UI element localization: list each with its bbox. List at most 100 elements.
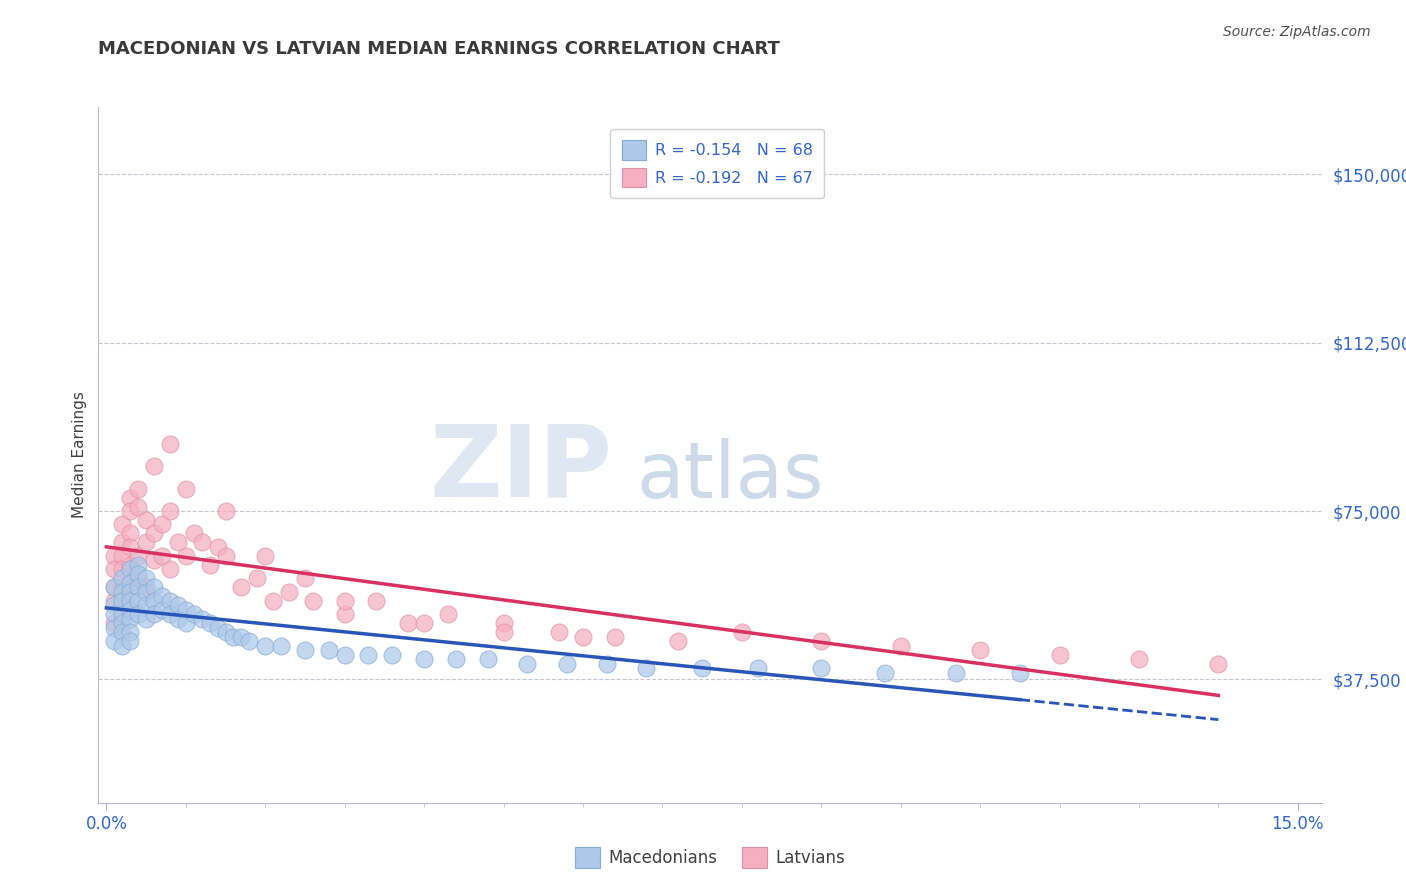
Point [111, 599, 134, 613]
Point [103, 562, 125, 576]
Point [135, 599, 157, 613]
Text: Source: ZipAtlas.com: Source: ZipAtlas.com [1223, 25, 1371, 39]
Point [111, 517, 134, 532]
Point [333, 648, 356, 662]
Point [231, 580, 253, 594]
Point [103, 634, 125, 648]
Point [1208, 657, 1230, 671]
Point [166, 612, 188, 626]
Point [111, 549, 134, 563]
Text: MACEDONIAN VS LATVIAN MEDIAN EARNINGS CORRELATION CHART: MACEDONIAN VS LATVIAN MEDIAN EARNINGS CO… [98, 40, 780, 58]
Point [190, 612, 212, 626]
Point [366, 594, 388, 608]
Y-axis label: Median Earnings: Median Earnings [72, 392, 87, 518]
Legend: Macedonians, Latvians: Macedonians, Latvians [568, 841, 852, 874]
Point [873, 665, 896, 680]
Point [246, 571, 269, 585]
Point [143, 459, 166, 474]
Point [174, 616, 197, 631]
Point [294, 571, 316, 585]
Point [120, 625, 142, 640]
Point [333, 594, 356, 608]
Point [603, 630, 626, 644]
Point [254, 639, 277, 653]
Point [207, 621, 229, 635]
Point [127, 594, 149, 608]
Point [120, 504, 142, 518]
Point [572, 630, 595, 644]
Point [174, 482, 197, 496]
Point [111, 571, 134, 585]
Point [555, 657, 578, 671]
Point [127, 558, 149, 572]
Point [207, 540, 229, 554]
Point [190, 535, 212, 549]
Point [120, 562, 142, 576]
Point [690, 661, 713, 675]
Point [198, 558, 221, 572]
Point [143, 607, 166, 622]
Point [302, 594, 325, 608]
Point [127, 566, 149, 581]
Point [413, 616, 436, 631]
Point [492, 625, 515, 640]
Point [111, 625, 134, 640]
Point [111, 535, 134, 549]
Point [135, 535, 157, 549]
Point [111, 616, 134, 631]
Point [103, 607, 125, 622]
Point [103, 594, 125, 608]
Point [945, 665, 967, 680]
Point [120, 575, 142, 590]
Point [166, 599, 188, 613]
Point [103, 616, 125, 631]
Text: atlas: atlas [637, 438, 824, 514]
Point [747, 661, 769, 675]
Point [516, 657, 538, 671]
Point [254, 549, 277, 563]
Point [103, 599, 125, 613]
Point [596, 657, 619, 671]
Point [127, 482, 149, 496]
Point [127, 571, 149, 585]
Point [214, 504, 236, 518]
Point [444, 652, 467, 666]
Point [103, 580, 125, 594]
Point [231, 630, 253, 644]
Point [222, 630, 245, 644]
Point [111, 639, 134, 653]
Point [318, 643, 340, 657]
Point [198, 616, 221, 631]
Point [159, 436, 181, 450]
Point [111, 607, 134, 622]
Point [135, 580, 157, 594]
Point [120, 634, 142, 648]
Point [120, 594, 142, 608]
Point [810, 661, 832, 675]
Point [120, 575, 142, 590]
Point [492, 616, 515, 631]
Point [103, 621, 125, 635]
Point [357, 648, 380, 662]
Point [278, 584, 301, 599]
Point [150, 603, 173, 617]
Point [150, 590, 173, 604]
Point [111, 594, 134, 608]
Point [150, 549, 173, 563]
Point [111, 584, 134, 599]
Point [103, 549, 125, 563]
Point [238, 634, 260, 648]
Point [1128, 652, 1150, 666]
Point [103, 580, 125, 594]
Point [270, 639, 292, 653]
Point [294, 643, 316, 657]
Point [150, 517, 173, 532]
Point [183, 607, 205, 622]
Point [127, 500, 149, 514]
Point [143, 580, 166, 594]
Point [174, 603, 197, 617]
Text: ZIP: ZIP [429, 420, 612, 517]
Point [548, 625, 571, 640]
Point [1008, 665, 1031, 680]
Point [890, 639, 912, 653]
